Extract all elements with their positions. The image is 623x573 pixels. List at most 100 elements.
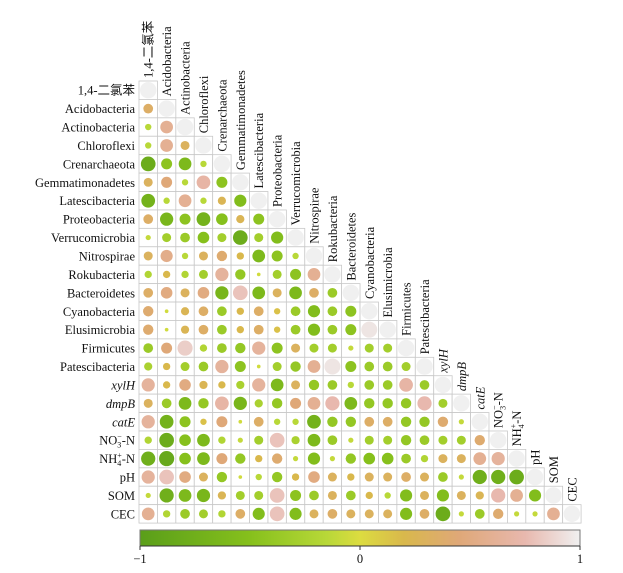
correlation-circle <box>253 324 264 335</box>
column-label: Firmicutes <box>400 282 414 336</box>
diagonal-circle <box>563 505 581 523</box>
correlation-circle <box>253 306 264 317</box>
correlation-circle <box>290 268 302 280</box>
correlation-circle <box>491 469 506 485</box>
correlation-circle <box>290 397 302 409</box>
correlation-circle <box>179 471 191 483</box>
correlation-circle <box>269 506 285 522</box>
correlation-circle <box>234 361 246 373</box>
correlation-circle <box>290 489 302 501</box>
correlation-circle <box>456 435 466 445</box>
correlation-circle <box>143 343 154 353</box>
correlation-circle <box>233 396 247 410</box>
correlation-circle <box>290 361 301 372</box>
correlation-circle <box>215 396 229 411</box>
row-label: Acidobacteria <box>65 102 136 116</box>
correlation-circle <box>180 509 190 519</box>
correlation-circle <box>361 321 378 338</box>
correlation-circle <box>547 507 560 521</box>
correlation-circle <box>181 252 189 260</box>
correlation-circle <box>364 361 375 372</box>
correlation-circle <box>438 398 448 408</box>
correlation-circle <box>144 436 152 444</box>
column-label: SOM <box>547 456 561 483</box>
correlation-circle <box>141 507 155 521</box>
correlation-circle <box>510 489 523 502</box>
correlation-circle <box>236 215 245 224</box>
correlation-circle <box>327 416 338 427</box>
correlation-circle <box>289 507 302 520</box>
correlation-circle <box>178 194 192 208</box>
correlation-circle <box>161 398 172 409</box>
correlation-circle <box>256 364 261 369</box>
correlation-circle <box>365 491 373 500</box>
correlation-circle <box>161 342 173 354</box>
diagonal-circle <box>140 82 157 99</box>
correlation-circle <box>216 416 228 428</box>
correlation-circle <box>399 378 413 392</box>
correlation-circle <box>364 343 374 353</box>
colorbar-tick-label: −1 <box>133 552 146 566</box>
correlation-circle <box>436 489 450 502</box>
correlation-circle <box>291 343 301 353</box>
correlation-circle <box>145 492 151 499</box>
correlation-circle <box>327 509 338 519</box>
correlation-circle <box>307 323 321 336</box>
correlation-circle <box>160 212 174 226</box>
correlation-circle <box>164 327 169 332</box>
correlation-circle <box>327 324 338 335</box>
correlation-circle <box>400 507 413 520</box>
correlation-circle <box>364 398 375 409</box>
correlation-circle <box>345 453 357 464</box>
row-label: Cyanobacteria <box>63 305 136 319</box>
correlation-circle <box>197 452 210 465</box>
correlation-circle <box>292 456 299 462</box>
correlation-circle <box>143 103 154 114</box>
colorbar-tick-label: 0 <box>357 552 363 566</box>
colorbar-tick-label: 1 <box>577 552 583 566</box>
correlation-circle <box>215 267 229 282</box>
correlation-circle <box>438 435 448 445</box>
correlation-circle <box>384 492 391 499</box>
correlation-circle <box>307 396 321 410</box>
correlation-circle <box>162 362 171 371</box>
row-label: Chloroflexi <box>77 139 135 153</box>
correlation-circle <box>347 473 355 481</box>
row-label: NO3−-N <box>99 433 135 450</box>
correlation-circle <box>292 418 299 425</box>
correlation-circle <box>197 433 210 447</box>
correlation-circle <box>347 381 355 389</box>
column-label: catE <box>473 386 487 409</box>
correlation-circle <box>271 231 284 244</box>
correlation-circle <box>400 489 413 502</box>
diagonal-circle <box>397 339 415 357</box>
correlation-circle <box>474 509 485 519</box>
correlation-circle <box>162 270 171 279</box>
correlation-circle <box>140 156 156 172</box>
correlation-circle <box>292 252 299 260</box>
correlation-circle <box>327 306 338 317</box>
correlation-circle <box>345 361 357 373</box>
correlation-circle <box>364 435 374 445</box>
correlation-circle <box>235 342 246 354</box>
correlation-circle <box>269 432 285 448</box>
correlation-circle <box>198 472 208 482</box>
correlation-circle <box>236 325 244 334</box>
column-label: NH4+-N <box>509 411 526 447</box>
row-label: pH <box>120 471 135 485</box>
correlation-circle <box>236 380 245 390</box>
correlation-circle <box>215 359 229 374</box>
correlation-circle <box>364 472 374 482</box>
colorbar: −1 0 1 <box>133 529 583 566</box>
correlation-circle <box>217 196 226 205</box>
correlation-circle <box>179 452 191 465</box>
correlation-circle <box>164 309 169 314</box>
correlation-circle <box>307 360 321 373</box>
diagonal-circle <box>250 192 267 209</box>
correlation-circle <box>200 418 207 425</box>
correlation-circle <box>160 120 173 134</box>
correlation-circle <box>196 212 211 227</box>
correlation-circle <box>400 434 412 446</box>
correlation-circle <box>327 435 338 446</box>
correlation-marks <box>140 82 581 523</box>
